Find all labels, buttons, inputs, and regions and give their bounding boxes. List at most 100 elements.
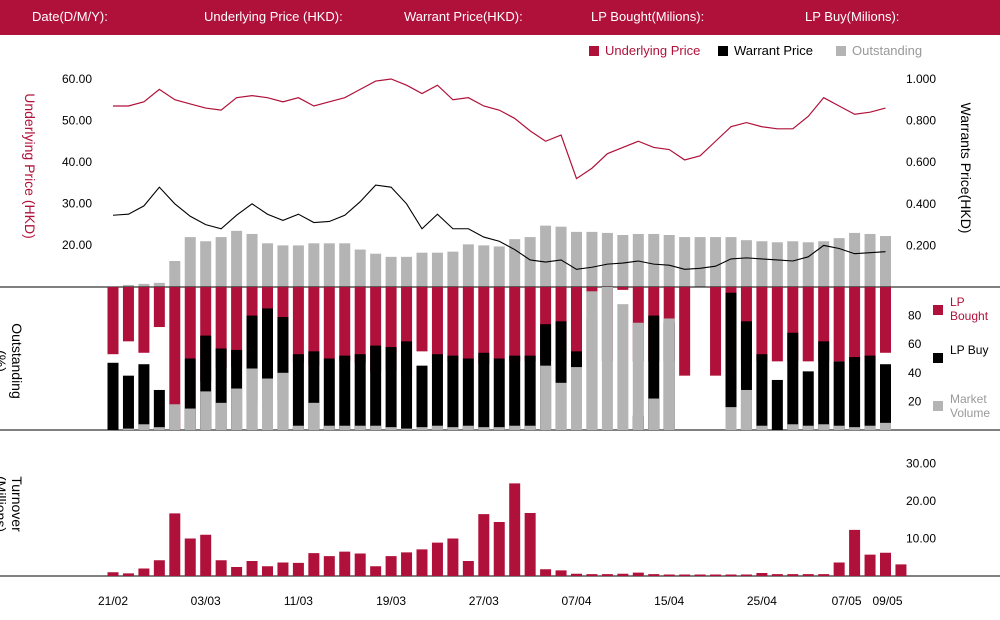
outstanding-bar — [849, 232, 861, 287]
turnover-bar — [416, 549, 428, 576]
x-tick-label: 03/03 — [191, 594, 221, 608]
outstanding-bar — [725, 237, 737, 287]
legend-warrant-price[interactable]: Warrant Price — [734, 43, 813, 58]
turnover-bar — [370, 566, 382, 576]
market-volume-bar — [262, 378, 273, 430]
turnover-tick-label: 10.00 — [906, 532, 936, 546]
lp-bought-bar — [292, 287, 304, 363]
turnover-bar — [694, 574, 706, 576]
outstanding-bar — [617, 235, 629, 287]
lp-buy-bar — [818, 341, 830, 430]
lp-bought-bar — [339, 287, 351, 362]
lp-buy-bar — [138, 364, 150, 430]
outstanding-bar — [416, 252, 428, 287]
lp-buy-bar — [262, 308, 273, 430]
market-volume-bar — [122, 428, 134, 430]
market-volume-bar — [478, 427, 490, 430]
outstanding-bar — [401, 256, 413, 287]
market-volume-bar — [864, 425, 876, 430]
turnover-bar — [663, 574, 675, 576]
x-tick-label: 25/04 — [747, 594, 777, 608]
legend-lp-buy[interactable]: LP Buy — [950, 343, 989, 357]
x-tick-label: 07/04 — [561, 594, 591, 608]
underlying-tick-label: 20.00 — [62, 238, 92, 252]
lp-bought-bar — [184, 287, 196, 359]
lp-buy-bar — [107, 362, 119, 430]
legend-swatch-outstanding — [836, 46, 846, 56]
outstanding-bar — [385, 256, 397, 287]
turnover-bar — [323, 556, 335, 576]
turnover-bar — [725, 574, 737, 576]
outstanding-bar — [323, 243, 335, 287]
outstanding-bar — [679, 237, 691, 287]
lp-buy-bar — [215, 348, 227, 430]
lp-bought-bar — [849, 287, 861, 362]
market-volume-bar — [880, 422, 891, 430]
x-tick-label: 09/05 — [872, 594, 902, 608]
outstanding-bar — [215, 237, 227, 287]
legend-market-volume[interactable]: Market Volume — [950, 392, 991, 420]
turnover-tick-label: 30.00 — [906, 457, 936, 471]
warrant-tick-label: 0.200 — [906, 238, 936, 252]
turnover-bar — [648, 574, 660, 576]
outstanding-bar — [509, 239, 521, 287]
lp-buy-bar — [401, 341, 413, 430]
legend-outstanding[interactable]: Outstanding — [852, 43, 923, 58]
outstanding-bar — [524, 237, 536, 287]
turnover-bar — [122, 573, 134, 576]
turnover-bar — [385, 556, 397, 576]
turnover-bar — [153, 560, 165, 576]
legend-swatch-lp-buy — [933, 353, 943, 363]
x-tick-label: 21/02 — [98, 594, 128, 608]
market-volume-bar — [354, 425, 366, 430]
turnover-bar — [200, 534, 212, 576]
underlying-tick-label: 30.00 — [62, 197, 92, 211]
turnover-bar — [586, 574, 598, 576]
turnover-bar — [802, 574, 814, 576]
underlying-tick-label: 40.00 — [62, 155, 92, 169]
lp-buy-bar — [771, 379, 783, 430]
warrant-tick-label: 1.000 — [906, 72, 936, 86]
lp-bought-bar — [710, 287, 722, 376]
lp-buy-bar — [833, 361, 845, 430]
outstanding-bar — [663, 235, 675, 287]
lp-bought-label: LP Bought(Milions): — [591, 9, 705, 24]
legend-lp-bought[interactable]: LP Bought — [950, 295, 989, 323]
outstanding-bar — [122, 284, 134, 287]
lp-bought-bar — [756, 287, 768, 362]
turnover-bar — [354, 553, 366, 576]
turnover-bar — [679, 574, 691, 576]
turnover-bar — [818, 574, 830, 576]
market-volume-bar — [401, 428, 413, 430]
lp-bought-bar — [138, 287, 150, 353]
lp-buy-bar — [354, 354, 366, 430]
outstanding-bar — [153, 282, 165, 287]
lp-buy-bar — [493, 358, 505, 430]
turnover-bar — [617, 573, 629, 576]
lp-bought-bar — [385, 287, 397, 370]
market-volume-bar — [246, 368, 258, 430]
lp-bought-bar — [231, 287, 243, 368]
lp-buy-bar — [447, 355, 459, 430]
lp-buy-bar — [323, 358, 335, 430]
lp-buy-bar — [370, 345, 382, 430]
outstanding-bar — [370, 253, 382, 287]
market-volume-bar — [462, 425, 474, 430]
turnover-bar — [601, 574, 613, 576]
turnover-tick-label: 20.00 — [906, 494, 936, 508]
legend-underlying-price[interactable]: Underlying Price — [605, 43, 701, 58]
turnover-bar — [540, 569, 552, 576]
lp-bought-bar — [509, 287, 521, 362]
lp-bought-bar — [401, 287, 413, 376]
turnover-bar — [339, 551, 351, 576]
lp-bought-bar — [416, 287, 428, 352]
lp-buy-bar — [478, 352, 490, 430]
turnover-bar — [571, 573, 582, 576]
turnover-bar — [462, 561, 474, 576]
lp-bought-bar — [323, 287, 335, 359]
outstanding-bar — [462, 244, 474, 287]
market-volume-bar — [586, 291, 598, 430]
outstanding-bar — [586, 231, 598, 287]
lp-bought-bar — [462, 287, 474, 359]
